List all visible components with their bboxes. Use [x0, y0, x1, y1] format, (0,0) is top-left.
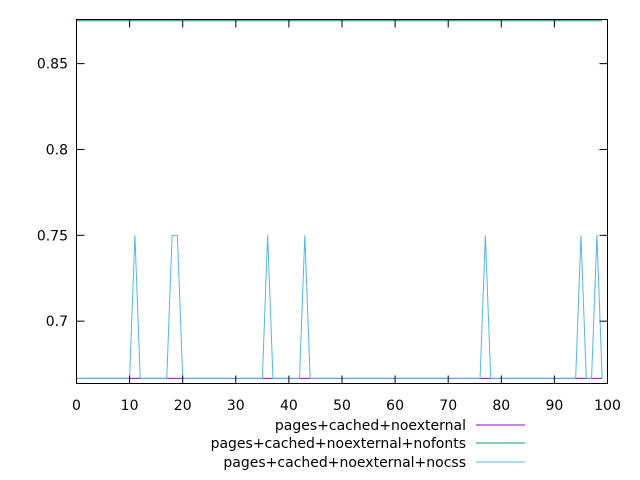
x-tick-label: 30	[227, 398, 245, 414]
x-tick-label: 70	[439, 398, 457, 414]
x-axis: 0 10 20 30 40 50 60 70 80 90 100	[72, 19, 621, 414]
x-tick-label: 80	[492, 398, 510, 414]
y-axis: 0.7 0.75 0.8 0.85	[37, 57, 608, 330]
legend-label: pages+cached+noexternal+nofonts	[211, 436, 466, 452]
x-tick-label: 90	[545, 398, 563, 414]
legend-label: pages+cached+noexternal	[275, 418, 466, 434]
y-tick-label: 0.8	[46, 142, 68, 158]
y-tick-label: 0.7	[46, 314, 68, 330]
x-tick-label: 40	[280, 398, 298, 414]
x-tick-label: 10	[121, 398, 139, 414]
x-tick-label: 100	[594, 398, 621, 414]
y-tick-label: 0.85	[37, 57, 68, 73]
x-tick-label: 20	[174, 398, 192, 414]
legend: pages+cached+noexternal pages+cached+noex…	[211, 418, 525, 471]
plot-series	[76, 20, 603, 379]
legend-label: pages+cached+noexternal+nocss	[223, 455, 466, 471]
plot-frame	[76, 19, 608, 384]
y-tick-label: 0.75	[37, 228, 68, 244]
x-tick-label: 50	[333, 398, 351, 414]
x-tick-label: 60	[386, 398, 404, 414]
x-tick-label: 0	[72, 398, 81, 414]
series-line-3	[76, 234, 603, 379]
